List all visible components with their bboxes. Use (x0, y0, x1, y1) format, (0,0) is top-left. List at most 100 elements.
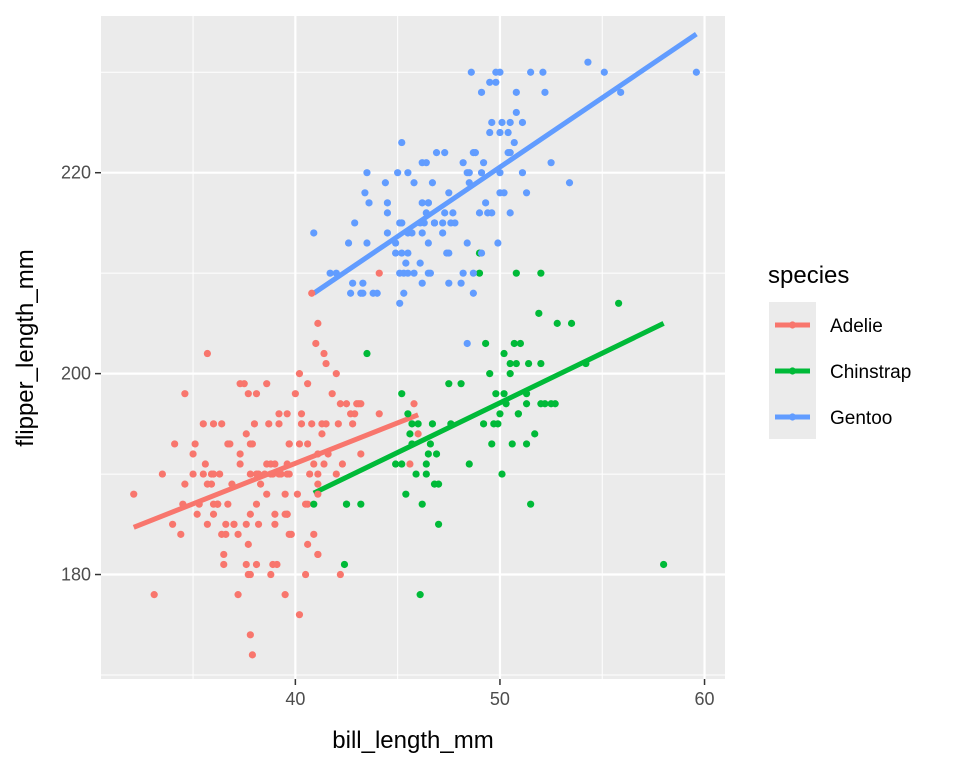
data-point (340, 560, 349, 569)
data-point (353, 400, 361, 408)
data-point (375, 410, 383, 418)
data-point (424, 239, 432, 247)
data-point (441, 209, 449, 217)
data-point (328, 390, 336, 398)
data-point (314, 450, 322, 458)
data-point (283, 510, 291, 518)
data-point (216, 470, 224, 478)
data-point (242, 430, 250, 438)
data-point (498, 470, 506, 478)
data-point (398, 249, 406, 257)
data-point (424, 450, 432, 458)
data-point (199, 470, 207, 478)
data-point (522, 440, 531, 448)
data-point (347, 289, 355, 297)
data-point (250, 420, 259, 428)
regression-line-adelie (132, 412, 420, 530)
data-point (271, 510, 279, 518)
data-point (531, 430, 539, 438)
data-point (392, 239, 400, 247)
data-point (504, 149, 512, 157)
data-point (336, 570, 344, 579)
data-point (482, 199, 490, 207)
data-point (263, 490, 271, 498)
data-point (617, 88, 625, 96)
data-point (383, 229, 392, 237)
data-point (324, 450, 332, 458)
data-point (283, 460, 291, 468)
data-point (234, 530, 242, 538)
legend-item-adelie: Adelie (775, 316, 883, 337)
series-points-adelie (130, 269, 422, 659)
data-point (615, 299, 623, 307)
data-point (506, 370, 514, 378)
data-point (297, 410, 306, 418)
data-point (434, 520, 443, 528)
data-point (242, 520, 250, 528)
data-point (189, 470, 197, 478)
data-point (285, 470, 293, 478)
data-point (660, 560, 668, 569)
data-point (256, 480, 265, 488)
data-point (295, 370, 304, 378)
data-point (344, 239, 353, 247)
data-point (209, 500, 218, 508)
data-point (404, 169, 412, 177)
data-point (252, 390, 261, 398)
plot-panel (101, 16, 725, 679)
data-point (246, 631, 254, 639)
data-point (416, 259, 424, 267)
data-point (338, 460, 347, 468)
data-point (518, 118, 527, 127)
legend-label: Adelie (830, 316, 883, 337)
data-point (244, 390, 252, 398)
data-point (500, 390, 508, 398)
data-point (486, 128, 494, 137)
data-point (209, 510, 218, 518)
data-point (477, 249, 486, 257)
data-point (169, 520, 177, 528)
data-point (410, 400, 418, 408)
data-point (297, 420, 306, 428)
data-point (406, 430, 414, 438)
data-point (336, 400, 344, 408)
data-point (408, 440, 416, 448)
data-point (463, 239, 471, 247)
data-point (422, 159, 430, 167)
data-point (492, 68, 500, 76)
data-point (281, 591, 289, 599)
data-point (432, 149, 441, 157)
data-point (199, 420, 207, 428)
data-point (477, 169, 486, 177)
data-point (404, 410, 412, 418)
data-point (512, 359, 520, 368)
data-point (400, 289, 408, 297)
data-point (314, 550, 322, 559)
data-point (547, 159, 555, 167)
data-point (310, 460, 318, 468)
data-point (349, 420, 357, 428)
data-point (482, 339, 490, 348)
x-axis-title: bill_length_mm (332, 727, 493, 754)
y-axis-ticks: 180 200 220 (61, 163, 101, 585)
data-point (430, 219, 439, 227)
data-point (565, 179, 574, 187)
data-point (422, 209, 430, 217)
x-tick-label: 60 (695, 689, 715, 709)
data-point (181, 390, 189, 398)
series-points-gentoo (310, 58, 700, 348)
data-point (500, 349, 508, 358)
data-point (252, 560, 261, 569)
data-point (408, 229, 416, 237)
data-point (383, 209, 392, 217)
data-point (463, 339, 471, 348)
data-point (396, 299, 404, 307)
data-point (424, 199, 432, 207)
data-point (496, 169, 504, 177)
data-point (246, 470, 254, 478)
legend-item-chinstrap: Chinstrap (775, 362, 911, 383)
data-point (220, 550, 228, 559)
data-point (359, 279, 367, 287)
data-point (537, 359, 545, 368)
data-point (547, 400, 555, 408)
